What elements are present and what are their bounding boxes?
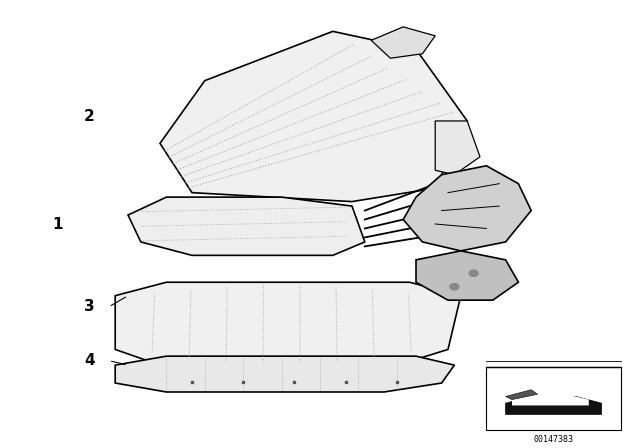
Text: 1: 1: [52, 216, 63, 232]
Circle shape: [450, 284, 459, 290]
Circle shape: [469, 270, 478, 276]
Polygon shape: [371, 27, 435, 58]
Text: 4: 4: [84, 353, 95, 368]
Bar: [486, 367, 621, 430]
Polygon shape: [115, 282, 461, 367]
Polygon shape: [403, 166, 531, 251]
Polygon shape: [506, 390, 538, 400]
Polygon shape: [416, 251, 518, 300]
Text: 00147383: 00147383: [534, 435, 573, 444]
Polygon shape: [160, 31, 467, 202]
Text: 2: 2: [84, 109, 95, 124]
Polygon shape: [512, 395, 589, 405]
Polygon shape: [128, 197, 365, 255]
Polygon shape: [506, 396, 602, 414]
Polygon shape: [435, 121, 480, 175]
Polygon shape: [115, 356, 454, 392]
Text: 3: 3: [84, 299, 95, 314]
